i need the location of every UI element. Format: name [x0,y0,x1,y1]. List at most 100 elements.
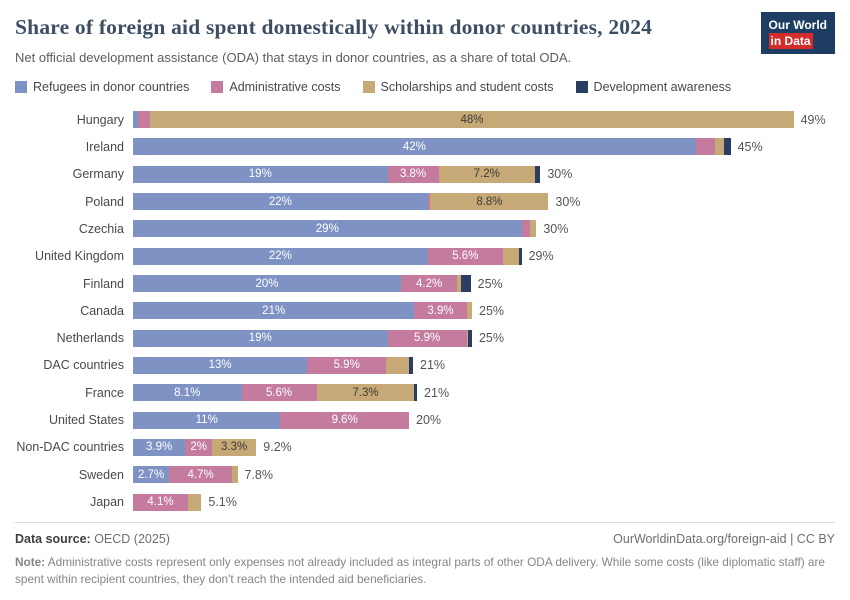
bar-segment-administrative-costs[interactable]: 4.1% [133,493,188,511]
bar-segment-administrative-costs[interactable]: 5.6% [241,384,317,402]
bar-segment-administrative-costs[interactable] [695,138,715,156]
bar-track: 11% 9.6% 20% [133,411,441,429]
owid-logo[interactable]: Our World in Data [760,12,835,55]
segment-value-label: 48% [460,113,484,126]
bar-segment-development-awareness[interactable] [414,384,418,402]
bar-segment-administrative-costs[interactable] [521,220,530,238]
bar-segment-refugees-in-donor-countries[interactable]: 8.1% [133,384,242,402]
bar-segment-administrative-costs[interactable]: 4.2% [401,275,458,293]
bar-segment-administrative-costs[interactable]: 5.9% [387,329,467,347]
bar-segment-refugees-in-donor-countries[interactable]: 22% [133,193,428,211]
owid-url-license[interactable]: OurWorldinData.org/foreign-aid | CC BY [613,531,835,546]
bar-segment-administrative-costs[interactable] [427,193,431,211]
bar-segment-refugees-in-donor-countries[interactable]: 20% [133,275,401,293]
bar-segment-refugees-in-donor-countries[interactable]: 21% [133,302,415,320]
total-label: 45% [737,139,763,154]
country-label[interactable]: France [85,385,124,400]
segment-value-label: 22% [268,195,292,208]
bar-segment-scholarships-and-student-costs[interactable] [466,329,468,347]
country-label[interactable]: Germany [72,167,124,182]
segment-value-label: 2.7% [137,468,165,481]
segment-value-label: 3.9% [427,304,454,317]
bar-segment-refugees-in-donor-countries[interactable]: 22% [133,247,428,265]
data-source-value: OECD (2025) [90,531,170,546]
bar-segment-development-awareness[interactable] [467,329,472,347]
bar-segment-administrative-costs[interactable]: 9.6% [280,411,410,429]
bar-segment-scholarships-and-student-costs[interactable] [502,247,519,265]
bar-segment-refugees-in-donor-countries[interactable]: 11% [133,411,281,429]
bar-segment-refugees-in-donor-countries[interactable]: 42% [133,138,696,156]
country-label[interactable]: Poland [85,194,124,209]
bar-segment-scholarships-and-student-costs[interactable] [386,356,409,374]
bar-segment-refugees-in-donor-countries[interactable]: 19% [133,329,388,347]
bar-segment-scholarships-and-student-costs[interactable]: 8.8% [430,193,549,211]
bar-segment-refugees-in-donor-countries[interactable]: 13% [133,356,308,374]
country-label[interactable]: Non-DAC countries [16,440,124,455]
chart-row: Sweden 2.7% 4.7% 7.8% [15,462,835,488]
country-label[interactable]: Japan [89,495,124,510]
bar-segment-scholarships-and-student-costs[interactable]: 3.3% [212,438,257,456]
country-label[interactable]: United Kingdom [35,249,124,264]
country-label[interactable]: Czechia [78,221,124,236]
bar-segment-administrative-costs[interactable]: 2% [185,438,213,456]
legend-label: Refugees in donor countries [33,80,190,94]
country-label[interactable]: DAC countries [43,358,124,373]
bar-segment-refugees-in-donor-countries[interactable]: 3.9% [133,438,186,456]
legend-item-administrative-costs[interactable]: Administrative costs [211,80,341,94]
country-label[interactable]: Canada [80,303,124,318]
chart-row: United Kingdom 22% 5.6% 29% [15,243,835,269]
bar-segment-refugees-in-donor-countries[interactable]: 2.7% [133,466,170,484]
bar-segment-administrative-costs[interactable] [138,111,151,129]
bar-segment-administrative-costs[interactable]: 4.7% [169,466,233,484]
bar-segment-refugees-in-donor-countries[interactable]: 19% [133,165,388,183]
bar-segment-scholarships-and-student-costs[interactable] [529,220,537,238]
country-label[interactable]: Hungary [76,112,124,127]
total-label: 21% [420,358,446,373]
legend-item-development-awareness[interactable]: Development awareness [575,80,731,94]
legend-item-scholarships-and-student-costs[interactable]: Scholarships and student costs [362,80,554,94]
bar-segment-development-awareness[interactable] [534,165,541,183]
data-source-label: Data source: [15,531,91,546]
bar-segment-scholarships-and-student-costs[interactable] [187,493,202,511]
bar-track: 29% 30% [133,220,568,238]
country-label[interactable]: Sweden [78,467,124,482]
segment-value-label: 19% [248,168,272,181]
bar-track: 48% 49% [133,111,826,129]
bar-track: 22% 5.6% 29% [133,247,554,265]
bar-segment-development-awareness[interactable] [409,356,414,374]
bar-segment-refugees-in-donor-countries[interactable]: 29% [133,220,522,238]
country-label[interactable]: Netherlands [56,331,124,346]
bar-segment-scholarships-and-student-costs[interactable]: 48% [150,111,794,129]
segment-value-label: 9.6% [331,414,358,427]
segment-value-label: 7.3% [352,386,379,399]
chart-row: Netherlands 19% 5.9% 25% [15,325,835,351]
chart-row: Japan 4.1% 5.1% [15,489,835,515]
total-label: 30% [547,167,573,182]
bar-segment-administrative-costs[interactable]: 3.8% [387,165,439,183]
total-label: 9.2% [263,440,292,455]
bar-segment-administrative-costs[interactable]: 5.6% [427,247,503,265]
country-label[interactable]: United States [48,413,124,428]
bar-segment-scholarships-and-student-costs[interactable] [457,275,462,293]
bar-segment-scholarships-and-student-costs[interactable] [466,302,472,320]
segment-value-label: 22% [268,250,292,263]
bar-segment-scholarships-and-student-costs[interactable]: 7.2% [438,165,535,183]
bar-segment-administrative-costs[interactable]: 5.9% [307,356,387,374]
segment-value-label: 5.6% [265,386,293,399]
country-label[interactable]: Ireland [85,139,124,154]
bar-segment-development-awareness[interactable] [518,247,522,265]
bar-segment-scholarships-and-student-costs[interactable]: 7.3% [316,384,415,402]
bar-segment-development-awareness[interactable] [461,275,471,293]
bar-segment-scholarships-and-student-costs[interactable] [232,466,238,484]
bar-segment-administrative-costs[interactable]: 3.9% [414,302,467,320]
bar-segment-scholarships-and-student-costs[interactable] [714,138,724,156]
legend-item-refugees-in-donor-countries[interactable]: Refugees in donor countries [15,80,189,94]
bar-segment-development-awareness[interactable] [723,138,731,156]
total-label: 29% [528,249,554,264]
segment-value-label: 3.9% [146,441,173,454]
bar-segment-refugees-in-donor-countries[interactable] [133,111,139,129]
chart-row: Poland 22% 8.8% 30% [15,189,835,215]
country-label[interactable]: Finland [83,276,124,291]
segment-value-label: 3.3% [221,441,248,454]
